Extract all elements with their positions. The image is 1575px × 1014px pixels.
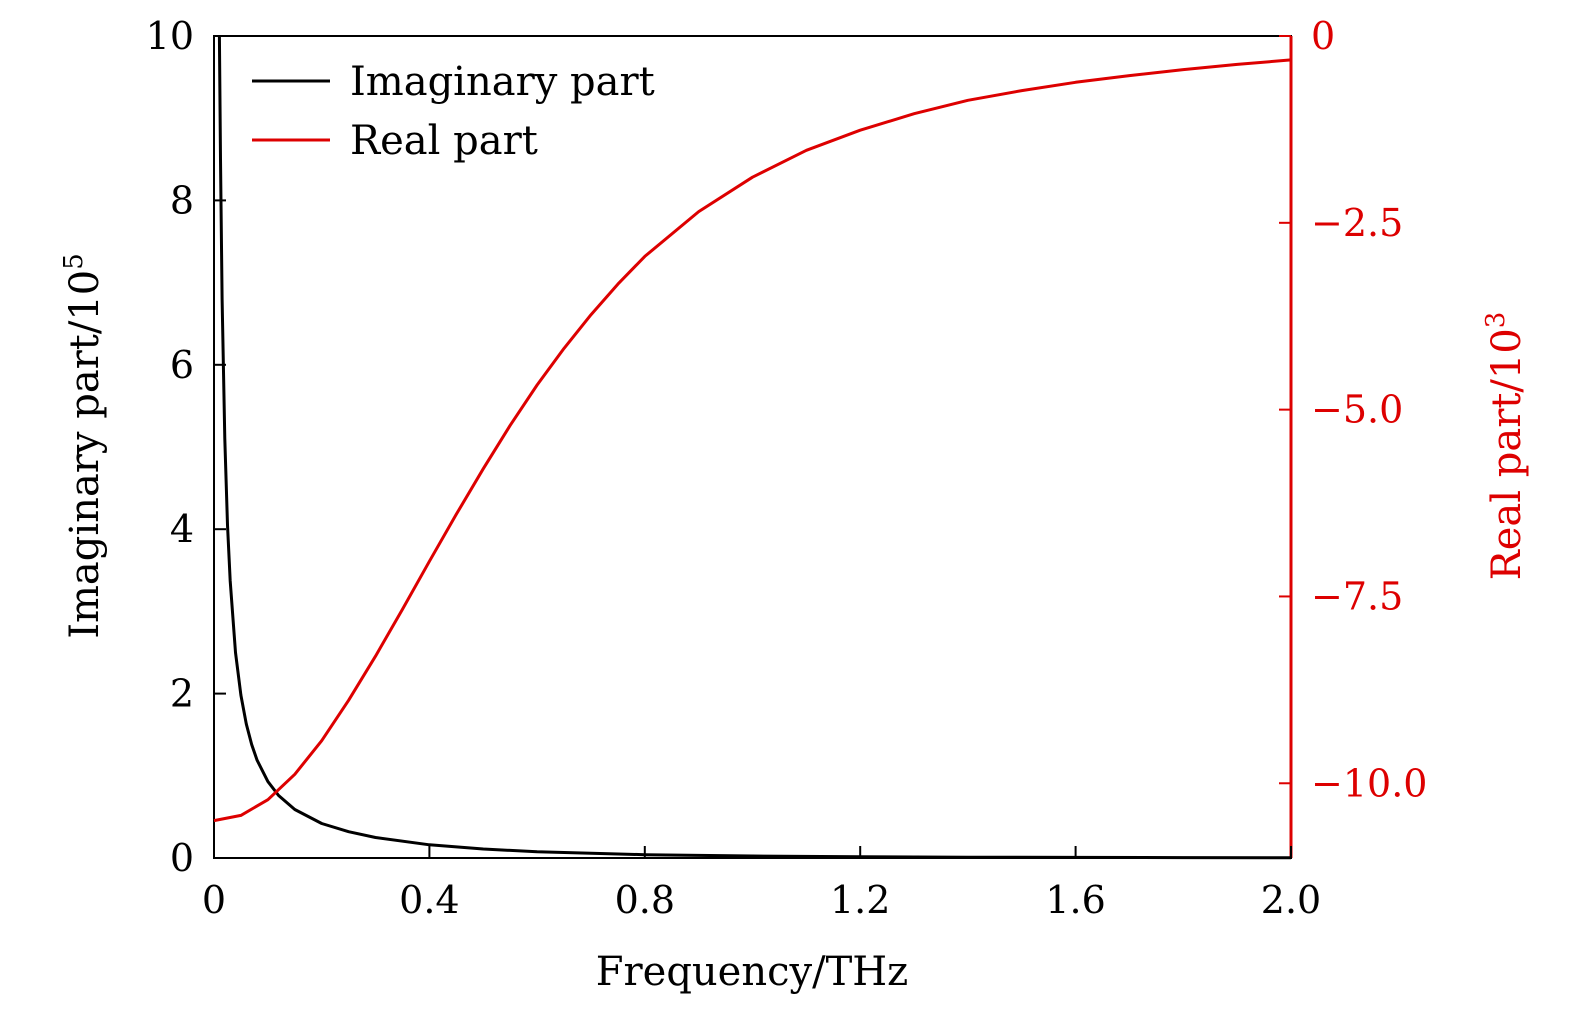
- right-y-axis-label: Real part/103: [1481, 312, 1530, 581]
- x-tick-label: 0: [202, 878, 226, 922]
- x-tick-label: 1.6: [1045, 878, 1105, 922]
- right-y-axis-ticks: 0 −2.5 −5.0 −7.5 −10.0: [1279, 14, 1427, 805]
- left-y-axis-label-sup: 5: [59, 253, 89, 270]
- right-y-tick-label: −2.5: [1311, 201, 1403, 245]
- left-y-tick-label: 4: [170, 507, 194, 551]
- legend-label-real: Real part: [350, 118, 538, 164]
- right-y-tick-label: −5.0: [1311, 388, 1403, 432]
- left-y-axis-label: Imaginary part/105: [59, 253, 108, 639]
- x-tick-label: 2.0: [1261, 878, 1321, 922]
- right-y-axis-label-base: Real part/10: [1484, 328, 1530, 580]
- series-line-real: [214, 60, 1291, 821]
- left-y-tick-label: 6: [170, 343, 194, 387]
- left-y-tick-label: 0: [170, 836, 194, 880]
- right-y-axis-label-sup: 3: [1481, 312, 1511, 329]
- right-y-tick-label: −10.0: [1311, 761, 1427, 805]
- left-y-tick-label: 2: [170, 672, 194, 716]
- legend: Imaginary part Real part: [252, 59, 655, 164]
- left-y-tick-label: 10: [146, 14, 194, 58]
- right-y-tick-label: −7.5: [1311, 574, 1403, 618]
- left-y-axis-label-base: Imaginary part/10: [62, 270, 108, 639]
- x-axis-label: Frequency/THz: [596, 949, 908, 995]
- x-tick-label: 0.8: [615, 878, 675, 922]
- x-tick-label: 0.4: [399, 878, 459, 922]
- right-y-tick-label: 0: [1311, 14, 1335, 58]
- left-y-tick-label: 8: [170, 178, 194, 222]
- legend-label-imaginary: Imaginary part: [350, 59, 655, 105]
- x-tick-label: 1.2: [830, 878, 890, 922]
